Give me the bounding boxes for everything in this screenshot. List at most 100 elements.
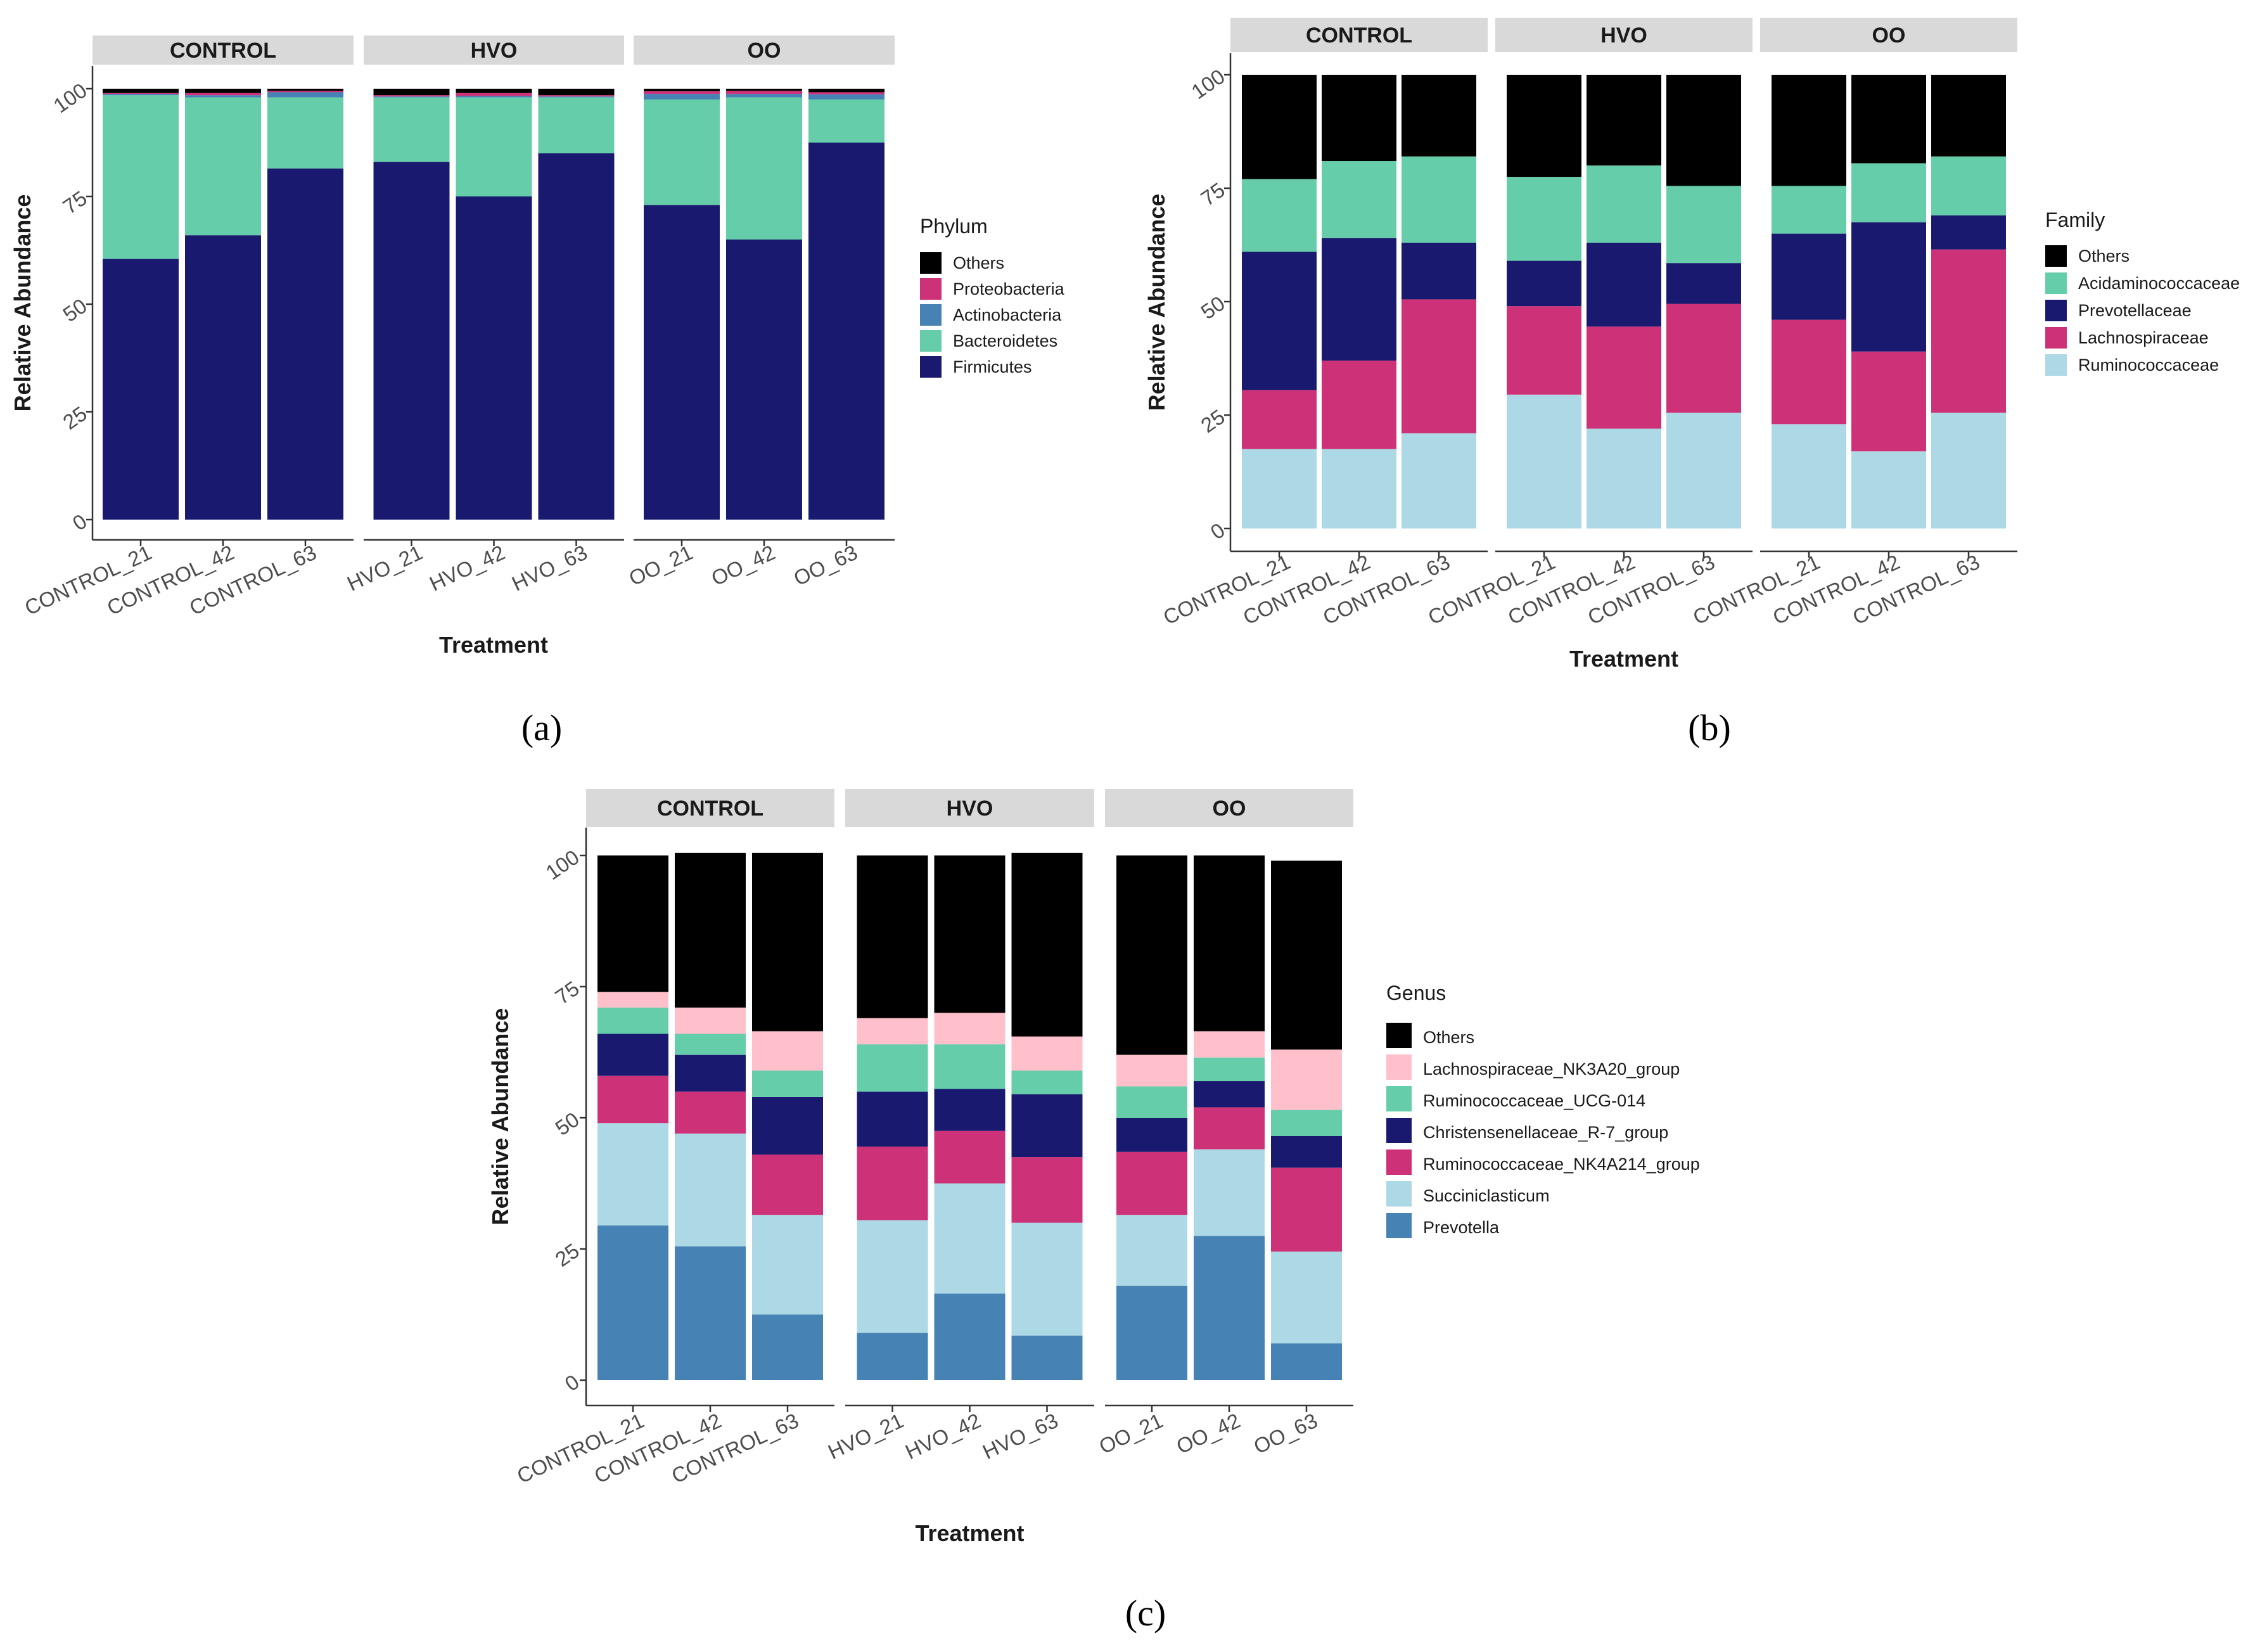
legend-label: Lachnospiraceae_NK3A20_group [1423,1060,1680,1079]
bar-segment-others [1011,852,1083,1037]
bar-segment-others [373,89,450,96]
legend-key [1386,1023,1412,1048]
bar-segment-others [644,89,720,92]
bar-segment-ruminococcaceae-ucg-014 [597,1008,668,1034]
bar-segment-others [1322,75,1396,162]
bar-segment-prevotellaceae [1851,222,1926,352]
legend-label: Proteobacteria [953,279,1065,298]
facet-strip [1760,18,2017,52]
bar-segment-actinobacteria [808,94,884,99]
bar-segment-succiniclasticum [1011,1222,1083,1336]
bar-segment-lachnospiraceae [1772,319,1846,425]
bar-segment-lachnospiraceae-nk3a20-group [1271,1049,1342,1110]
bar-segment-firmicutes [103,259,179,520]
bar-segment-others [726,89,802,91]
legend-label: Firmicutes [953,357,1032,376]
bar-segment-lachnospiraceae-nk3a20-group [1116,1054,1187,1087]
legend-key [1386,1086,1412,1111]
bar-segment-lachnospiraceae [1402,299,1476,433]
legend-label: Others [953,253,1004,272]
x-axis-title: Treatment [1569,646,1678,672]
bar-segment-lachnospiraceae-nk3a20-group [1194,1031,1265,1058]
bar-segment-prevotella [1011,1335,1083,1380]
bar-segment-christensenellaceae-r-7-group [1271,1136,1342,1168]
facet-strip [364,35,624,65]
bar-segment-lachnospiraceae [1322,361,1396,449]
bar-segment-ruminococcaceae [1587,428,1661,528]
bar-segment-lachnospiraceae-nk3a20-group [934,1013,1006,1045]
bar-segment-proteobacteria [808,92,884,94]
legend-label: Others [1423,1028,1474,1047]
bar-segment-firmicutes [373,162,450,520]
bar-segment-firmicutes [538,153,615,520]
bar-segment-succiniclasticum [1194,1149,1265,1236]
legend-key [1386,1213,1412,1238]
legend-key [920,252,942,274]
y-axis-title: Relative Abundance [1144,194,1170,411]
bar-segment-bacteroidetes [726,97,802,240]
chart-panel-b: 0255075100CONTROLCONTROL_21CONTROL_42CON… [1144,18,2240,748]
legend-label: Lachnospiraceae [2078,328,2209,347]
bar-segment-acidaminococcaceae [1666,186,1741,264]
y-axis-title: Relative Abundance [10,195,35,412]
bar-segment-prevotellaceae [1322,238,1396,361]
bar-segment-ruminococcaceae-ucg-014 [1271,1110,1342,1136]
bar-segment-ruminococcaceae-nk4a214-group [1271,1167,1342,1252]
bar-segment-ruminococcaceae [1322,449,1396,528]
bar-segment-others [1587,75,1661,166]
bar-segment-christensenellaceae-r-7-group [1116,1118,1187,1152]
bar-segment-lachnospiraceae [1851,351,1926,452]
bar-segment-proteobacteria [103,93,179,94]
legend-key [1386,1149,1412,1175]
bar-segment-proteobacteria [373,95,450,97]
facet-strip-label: CONTROL [657,797,763,821]
legend-key [2045,272,2067,294]
bar-segment-acidaminococcaceae [1507,177,1581,261]
bar-segment-actinobacteria [726,94,802,98]
bar-segment-lachnospiraceae-nk3a20-group [675,1008,746,1034]
bar-segment-lachnospiraceae [1666,304,1741,413]
bar-segment-lachnospiraceae [1507,306,1581,395]
bar-segment-ruminococcaceae [1507,394,1581,528]
bar-segment-bacteroidetes [644,99,720,205]
bar-segment-actinobacteria [373,96,450,98]
bar-segment-ruminococcaceae-ucg-014 [1011,1070,1083,1094]
legend-label: Christensenellaceae_R-7_group [1423,1123,1668,1142]
bar-segment-acidaminococcaceae [1851,163,1926,222]
bar-segment-ruminococcaceae [1666,413,1741,528]
bar-segment-christensenellaceae-r-7-group [597,1034,668,1076]
bar-segment-prevotellaceae [1931,215,2006,250]
legend-label: Ruminococcaceae_UCG-014 [1423,1091,1645,1110]
bar-segment-succiniclasticum [752,1215,823,1315]
bar-segment-christensenellaceae-r-7-group [1194,1081,1265,1108]
bar-segment-christensenellaceae-r-7-group [752,1096,823,1155]
bar-segment-acidaminococcaceae [1322,161,1396,238]
bar-segment-actinobacteria [456,96,532,98]
bar-segment-ruminococcaceae-ucg-014 [1116,1086,1187,1118]
bar-segment-bacteroidetes [185,97,261,236]
legend-key [2045,327,2067,349]
legend-label: Prevotella [1423,1218,1500,1237]
bar-segment-firmicutes [267,168,343,520]
legend-key [1386,1118,1412,1143]
legend-key [920,304,942,326]
bar-segment-lachnospiraceae-nk3a20-group [857,1018,928,1045]
bar-segment-firmicutes [726,240,802,520]
bar-segment-others [1851,75,1926,163]
bar-segment-proteobacteria [538,95,615,97]
bar-segment-succiniclasticum [934,1183,1006,1294]
legend-label: Prevotellaceae [2078,301,2192,320]
bar-segment-actinobacteria [538,96,615,98]
bar-segment-proteobacteria [456,93,532,96]
bar-segment-prevotella [1194,1236,1265,1380]
facet-strip [1495,18,1753,52]
bar-segment-others [1507,75,1581,177]
bar-segment-prevotella [934,1293,1006,1380]
facet-strip-label: CONTROL [1306,23,1412,48]
legend-label: Ruminococcaceae [2078,355,2219,375]
bar-segment-others [675,852,746,1008]
bar-segment-others [1772,75,1846,186]
facet-strip-label: HVO [947,797,993,821]
bar-segment-christensenellaceae-r-7-group [675,1054,746,1092]
bar-segment-acidaminococcaceae [1242,179,1317,252]
